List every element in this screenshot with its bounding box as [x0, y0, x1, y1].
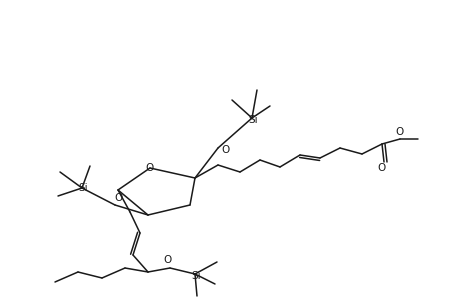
Text: O: O: [221, 145, 230, 155]
Text: O: O: [146, 163, 154, 173]
Text: O: O: [115, 193, 123, 203]
Text: Si: Si: [191, 271, 201, 281]
Text: Si: Si: [78, 183, 88, 193]
Text: O: O: [395, 127, 403, 137]
Text: Si: Si: [248, 115, 257, 125]
Text: O: O: [163, 255, 172, 265]
Text: O: O: [377, 163, 385, 173]
